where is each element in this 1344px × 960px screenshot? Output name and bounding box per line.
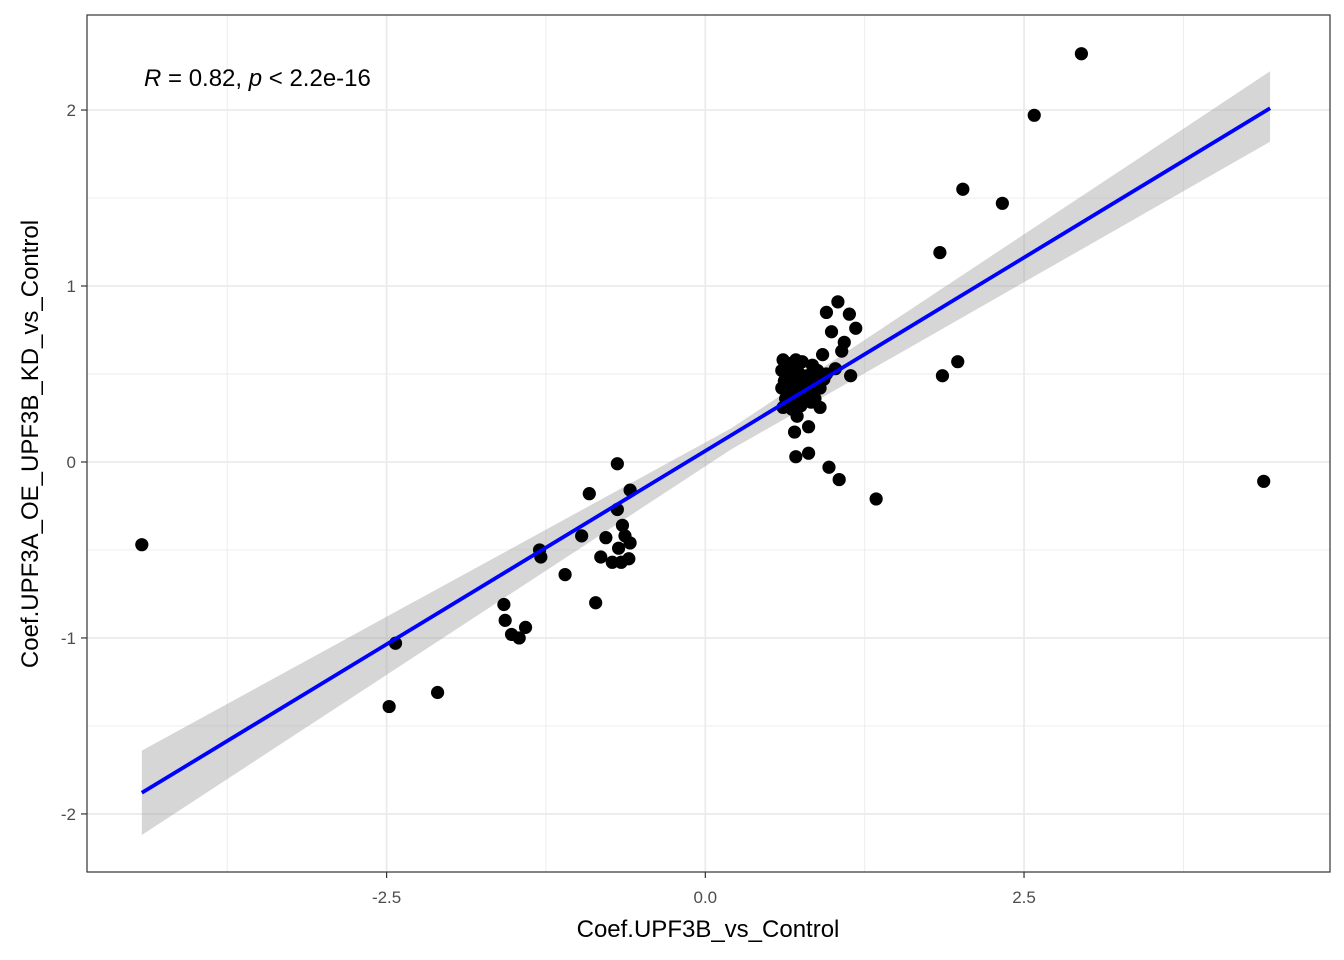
plot-panel (87, 15, 1330, 872)
data-point (575, 529, 589, 543)
data-point (798, 370, 812, 385)
r-symbol: R (144, 65, 161, 92)
p-value-text: < 2.2e-16 (262, 65, 371, 92)
data-point (951, 355, 965, 369)
data-point (622, 552, 636, 566)
data-point (610, 457, 624, 471)
data-point (844, 369, 858, 383)
data-point (842, 307, 856, 321)
data-point (956, 182, 970, 196)
data-point (789, 450, 803, 464)
data-point (832, 472, 846, 487)
x-tick-label: -2.5 (372, 888, 401, 907)
x-tick-label: 0.0 (693, 888, 717, 907)
data-point (382, 699, 396, 714)
data-point (813, 400, 827, 415)
data-point (935, 369, 950, 383)
panel-border (86, 14, 1331, 873)
data-point (995, 196, 1009, 210)
y-tick-label: 2 (67, 101, 76, 120)
data-point (430, 685, 445, 700)
data-point (835, 344, 849, 358)
data-point (824, 325, 839, 339)
y-tick-label: 0 (67, 453, 76, 472)
data-point (1257, 474, 1271, 488)
data-point (787, 425, 802, 439)
correlation-annotation: R = 0.82, p < 2.2e-16 (144, 65, 371, 92)
y-tick-label: 1 (67, 277, 76, 296)
y-axis-title: Coef.UPF3A_OE_UPF3B_KD_vs_Control (17, 220, 44, 668)
data-point (589, 596, 603, 610)
data-point (801, 420, 816, 434)
data-point (819, 305, 834, 319)
data-point (1027, 108, 1041, 122)
data-point (794, 399, 808, 413)
axis-ticks: -2.5 0.0 2.5 -2 -1 0 1 2 (61, 101, 1036, 907)
data-point (512, 631, 526, 645)
data-point (822, 460, 836, 474)
regression-line (140, 106, 1272, 795)
data-point (497, 597, 511, 612)
data-point (787, 362, 802, 376)
data-point (599, 531, 613, 545)
data-point (1074, 47, 1088, 61)
data-point (518, 620, 533, 634)
p-symbol: p (248, 65, 262, 92)
data-point (615, 518, 630, 532)
data-point (135, 538, 149, 552)
x-tick-label: 2.5 (1012, 888, 1036, 907)
data-point (558, 568, 572, 582)
data-point (612, 541, 626, 555)
data-point (831, 295, 845, 309)
data-point (498, 613, 512, 627)
data-point (933, 245, 947, 260)
x-axis-title: Coef.UPF3B_vs_Control (577, 916, 840, 943)
confidence-band (141, 71, 1271, 836)
data-point (869, 492, 883, 506)
data-point (594, 550, 608, 564)
y-tick-label: -1 (61, 629, 76, 648)
r-value-text: = 0.82, (161, 65, 248, 92)
data-point (849, 321, 863, 335)
y-tick-label: -2 (61, 805, 76, 824)
data-point (801, 446, 816, 460)
data-point (790, 409, 804, 423)
data-point (582, 487, 596, 501)
confidence-band-area (141, 71, 1271, 836)
data-point (623, 536, 637, 550)
regression-line-group (140, 106, 1272, 795)
data-point (816, 348, 830, 362)
